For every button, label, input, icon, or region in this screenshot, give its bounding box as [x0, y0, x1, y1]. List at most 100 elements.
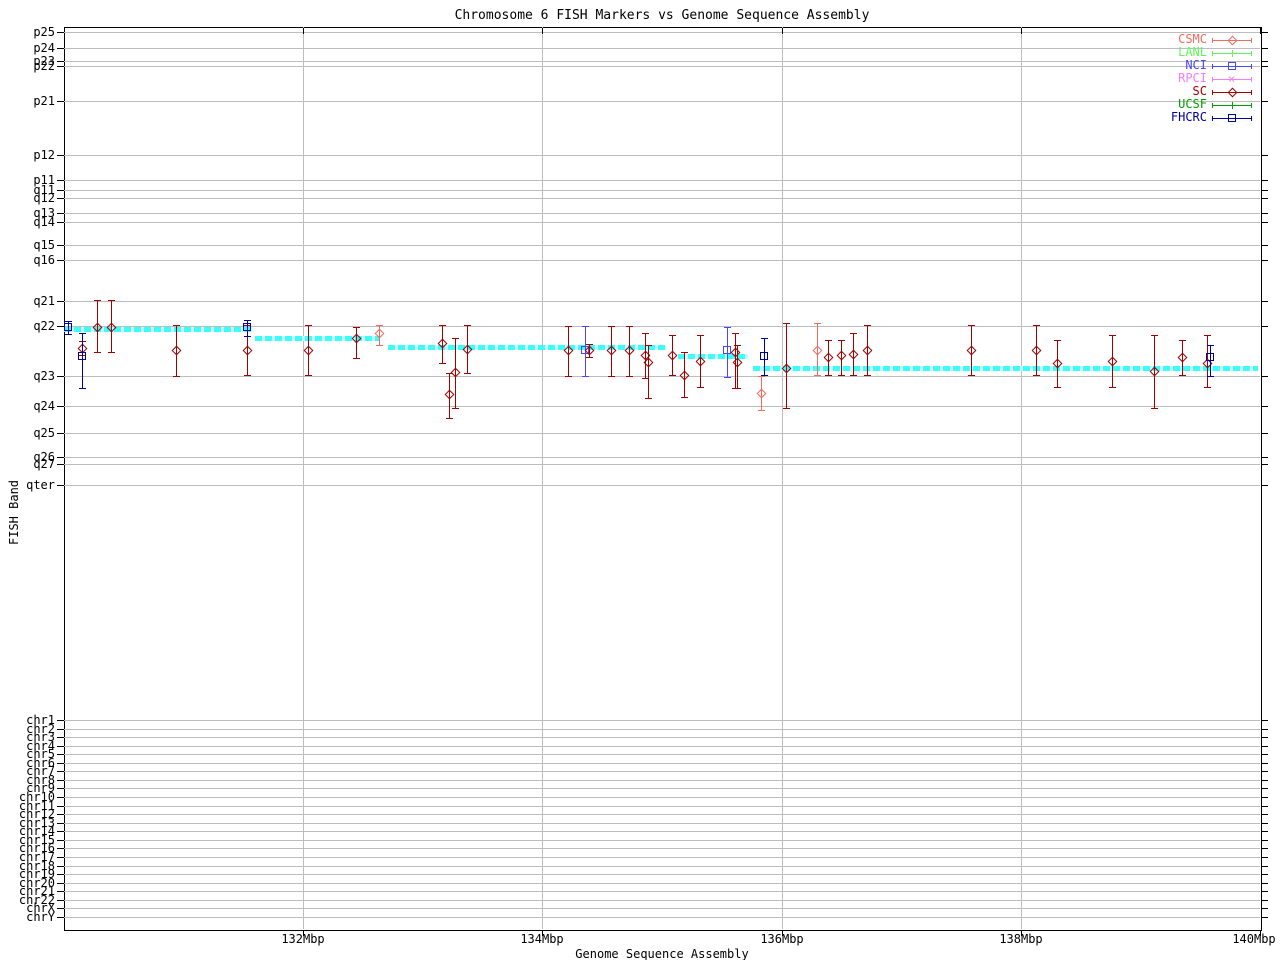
y-tick-right — [1261, 406, 1268, 407]
error-bar-sc — [467, 325, 468, 373]
y-tick-right — [1261, 771, 1268, 772]
error-cap — [582, 326, 589, 327]
error-cap — [761, 375, 768, 376]
marker-nci — [1228, 62, 1236, 70]
error-cap — [173, 376, 180, 377]
y-tick-right — [1261, 326, 1268, 327]
chr-tick-label: chr9 — [26, 781, 55, 795]
legend-sample-cap — [1212, 38, 1213, 43]
band-gridline — [64, 213, 1260, 214]
error-bar-sc — [97, 300, 98, 352]
error-cap — [586, 357, 593, 358]
y-tick-left — [57, 806, 64, 807]
x-tick-label: 132Mbp — [281, 932, 325, 946]
band-gridline — [64, 180, 1260, 181]
error-cap — [244, 336, 251, 337]
marker-nci — [581, 346, 589, 354]
error-cap — [838, 375, 845, 376]
chr-tick-label: chr12 — [18, 807, 55, 821]
y-tick-left — [57, 66, 64, 67]
error-bar-fhcrc — [82, 333, 83, 388]
band-tick-label: p22 — [33, 59, 55, 73]
band-tick-label: p21 — [33, 94, 55, 108]
legend-label-sc: SC — [1192, 84, 1207, 98]
y-tick-right — [1261, 32, 1268, 33]
legend-label-csmc: CSMC — [1178, 32, 1207, 46]
band-gridline — [64, 198, 1260, 199]
band-gridline — [64, 32, 1260, 33]
x-tick-top — [1260, 28, 1261, 34]
marker-fhcrc — [1228, 114, 1236, 122]
y-tick-left — [57, 222, 64, 223]
y-tick-left — [57, 823, 64, 824]
y-tick-right — [1261, 720, 1268, 721]
band-tick-label: p25 — [33, 25, 55, 39]
x-tick-label: 136Mbp — [760, 932, 804, 946]
chr-gridline — [64, 874, 1260, 875]
error-cap — [783, 408, 790, 409]
chr-tick-label: chrY — [26, 910, 55, 924]
y-tick-right — [1261, 301, 1268, 302]
band-tick-label: q24 — [33, 399, 55, 413]
error-cap — [464, 373, 471, 374]
error-bar-sc — [828, 340, 829, 375]
error-cap — [464, 325, 471, 326]
band-gridline — [64, 326, 1260, 327]
x-tick-top — [303, 28, 304, 34]
y-tick-right — [1261, 222, 1268, 223]
y-tick-right — [1261, 823, 1268, 824]
error-cap — [734, 345, 741, 346]
chr-gridline — [64, 746, 1260, 747]
error-cap — [864, 325, 871, 326]
error-bar-sc — [735, 333, 736, 388]
legend-sample-cap — [1212, 116, 1213, 121]
y-tick-right — [1261, 198, 1268, 199]
marker-fhcrc — [1206, 353, 1214, 361]
y-tick-left — [57, 433, 64, 434]
legend-sample-cap — [1212, 64, 1213, 69]
error-bar-sc — [629, 326, 630, 376]
legend-sample-line — [1212, 40, 1252, 41]
error-cap — [94, 300, 101, 301]
chr-tick-label: chr11 — [18, 799, 55, 813]
error-cap — [305, 375, 312, 376]
y-tick-right — [1261, 788, 1268, 789]
error-cap — [724, 377, 731, 378]
legend-sample-cap — [1212, 51, 1213, 56]
band-gridline — [64, 433, 1260, 434]
error-cap — [1109, 335, 1116, 336]
y-tick-left — [57, 326, 64, 327]
band-gridline — [64, 457, 1260, 458]
error-cap — [173, 325, 180, 326]
error-bar-sc — [700, 335, 701, 387]
band-tick-label: p11 — [33, 173, 55, 187]
error-cap — [1204, 387, 1211, 388]
error-cap — [565, 326, 572, 327]
y-tick-left — [57, 917, 64, 918]
error-bar-sc — [737, 345, 738, 388]
error-cap — [452, 408, 459, 409]
error-cap — [783, 323, 790, 324]
error-cap — [850, 333, 857, 334]
error-cap — [1179, 340, 1186, 341]
chr-gridline — [64, 771, 1260, 772]
band-tick-label: q22 — [33, 319, 55, 333]
error-cap — [565, 376, 572, 377]
band-gridline — [64, 61, 1260, 62]
y-tick-left — [57, 866, 64, 867]
error-bar-sc — [589, 344, 590, 357]
marker-fhcrc — [243, 323, 251, 331]
error-bar-sc — [455, 338, 456, 408]
error-bar-sc — [1154, 335, 1155, 408]
error-bar-sc — [1182, 340, 1183, 375]
error-cap — [645, 345, 652, 346]
assembly-segment — [388, 345, 666, 350]
legend-sample-cap — [1212, 103, 1213, 108]
error-cap — [1151, 408, 1158, 409]
y-tick-right — [1261, 729, 1268, 730]
y-tick-right — [1261, 746, 1268, 747]
error-cap — [968, 375, 975, 376]
error-cap — [446, 373, 453, 374]
y-tick-right — [1261, 754, 1268, 755]
band-gridline — [64, 222, 1260, 223]
